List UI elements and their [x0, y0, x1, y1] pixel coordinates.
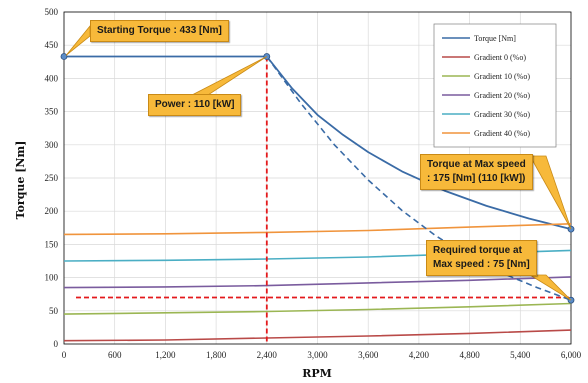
x-tick-label-7: 4,200: [409, 350, 430, 360]
legend-label-2: Gradient 10 (%o): [474, 72, 530, 81]
callout-leader-3: [528, 274, 572, 301]
callout-maxspeed-line-1: Torque at Max speed: [427, 159, 526, 170]
x-tick-label-4: 2,400: [257, 350, 278, 360]
legend-items: Torque [Nm] Gradient 0 (%o) Gradient 10 (%…: [442, 34, 530, 138]
y-tick-label-7: 350: [45, 107, 59, 117]
legend-box: [433, 23, 557, 148]
legend-label-1: Gradient 0 (%o): [474, 53, 526, 62]
y-tick-labels: 0 50 100 150 200 250 300 350 400 450 500: [45, 7, 59, 349]
series-line-1: [63, 329, 572, 342]
x-tick-label-9: 5,400: [510, 350, 531, 360]
reference-lines: [76, 56, 571, 344]
y-tick-label-3: 150: [45, 239, 59, 249]
y-tick-label-9: 450: [45, 40, 59, 50]
y-tick-label-1: 50: [49, 306, 59, 316]
x-tick-label-1: 600: [108, 350, 122, 360]
callout-leader-0: [65, 24, 91, 56]
y-tick-label-4: 200: [45, 206, 59, 216]
x-tick-label-8: 4,800: [459, 350, 480, 360]
x-tick-label-0: 0: [62, 350, 67, 360]
x-tick-labels: 0 600 1,200 1,800 2,400 3,000 3,600 4,200 4,800 5…: [62, 350, 582, 360]
series-line-0: [64, 55, 572, 230]
x-tick-label-3: 1,800: [206, 350, 227, 360]
x-tick-label-2: 1,200: [155, 350, 176, 360]
x-tick-label-10: 6,000: [561, 350, 582, 360]
legend-label-4: Gradient 30 (%o): [474, 110, 530, 119]
callout-leader-2: [529, 155, 572, 230]
legend-label-0: Torque [Nm]: [474, 34, 516, 43]
y-tick-label-10: 500: [45, 7, 59, 17]
callout-power: Power : 110 [kW]: [148, 94, 242, 116]
series-line-2: [63, 302, 572, 315]
x-axis-title: RPM: [302, 367, 332, 380]
callout-maxspeed-line-2: : 175 [Nm] (110 [kW]): [427, 173, 526, 184]
data-marker-0: [60, 53, 68, 60]
legend: Torque [Nm] Gradient 0 (%o) Gradient 10 (%…: [433, 23, 557, 148]
callout-power-line-1: Power : 110 [kW]: [155, 99, 235, 110]
callout-starting-line-1: Starting Torque : 433 [Nm]: [97, 25, 222, 36]
legend-label-5: Gradient 40 (%o): [474, 129, 530, 138]
legend-label-3: Gradient 20 (%o): [474, 91, 530, 100]
x-tick-label-5: 3,000: [307, 350, 328, 360]
y-tick-label-6: 300: [45, 140, 59, 150]
series-line-5: [63, 223, 572, 236]
callout-required-line-2: Max speed : 75 [Nm]: [433, 259, 530, 270]
y-tick-label-8: 400: [45, 73, 59, 83]
y-axis-title: Torque [Nm]: [14, 141, 27, 220]
series-line-3: [63, 276, 572, 289]
callout-starting-torque: Starting Torque : 433 [Nm]: [90, 20, 229, 42]
data-markers: [60, 53, 575, 304]
y-tick-label-5: 250: [45, 173, 59, 183]
callout-required-line-1: Required torque at: [433, 245, 522, 256]
dashed-curve: [266, 56, 572, 301]
callout-torque-max-speed: Torque at Max speed : 175 [Nm] (110 [kW]…: [420, 154, 533, 190]
y-tick-label-2: 100: [45, 273, 59, 283]
required-torque-dashed-curve: [266, 56, 572, 301]
callout-required-torque: Required torque at Max speed : 75 [Nm]: [426, 240, 537, 276]
plot-area-border: [63, 11, 572, 345]
y-tick-label-0: 0: [54, 339, 59, 349]
callout-leader-1: [191, 56, 268, 96]
x-tick-label-6: 3,600: [358, 350, 379, 360]
